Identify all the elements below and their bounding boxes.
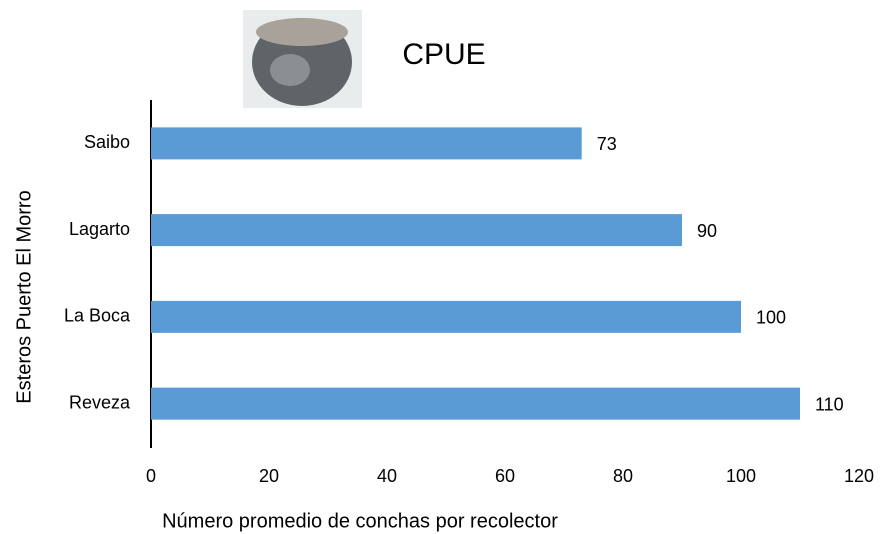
image-detail — [270, 54, 310, 86]
bar — [151, 214, 682, 247]
x-tick-label: 120 — [844, 466, 874, 486]
y-tick-label: Saibo — [84, 132, 130, 152]
x-tick-label: 100 — [726, 466, 756, 486]
title-image — [243, 10, 362, 108]
x-tick-label: 80 — [613, 466, 633, 486]
bar — [151, 127, 582, 160]
x-tick-label: 60 — [495, 466, 515, 486]
bar — [151, 300, 741, 333]
y-tick-label: Lagarto — [69, 219, 130, 239]
y-tick-label: La Boca — [64, 306, 131, 326]
x-tick-label: 20 — [259, 466, 279, 486]
y-axis-label: Esteros Puerto El Morro — [13, 190, 35, 403]
x-tick-label: 0 — [146, 466, 156, 486]
data-label: 90 — [697, 221, 717, 241]
x-axis-label: Número promedio de conchas por recolecto… — [162, 510, 558, 532]
image-shells — [256, 18, 348, 46]
y-tick-label: Reveza — [69, 392, 131, 412]
data-label: 110 — [815, 394, 844, 414]
data-label: 100 — [756, 308, 786, 328]
chart-title: CPUE — [402, 38, 485, 71]
x-tick-label: 40 — [377, 466, 397, 486]
data-label: 73 — [597, 134, 617, 154]
bar — [151, 387, 800, 420]
